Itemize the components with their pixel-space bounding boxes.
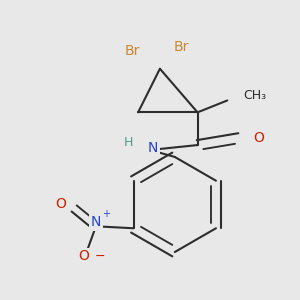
Text: +: + bbox=[102, 209, 110, 219]
Text: Br: Br bbox=[124, 44, 140, 58]
Text: CH₃: CH₃ bbox=[243, 89, 266, 102]
Text: H: H bbox=[124, 136, 133, 148]
Text: N: N bbox=[148, 141, 158, 155]
Text: −: − bbox=[94, 250, 105, 262]
Text: Br: Br bbox=[174, 40, 189, 54]
Text: O: O bbox=[55, 197, 66, 212]
Text: O: O bbox=[79, 249, 89, 263]
Text: O: O bbox=[253, 131, 264, 145]
Text: N: N bbox=[91, 215, 101, 229]
